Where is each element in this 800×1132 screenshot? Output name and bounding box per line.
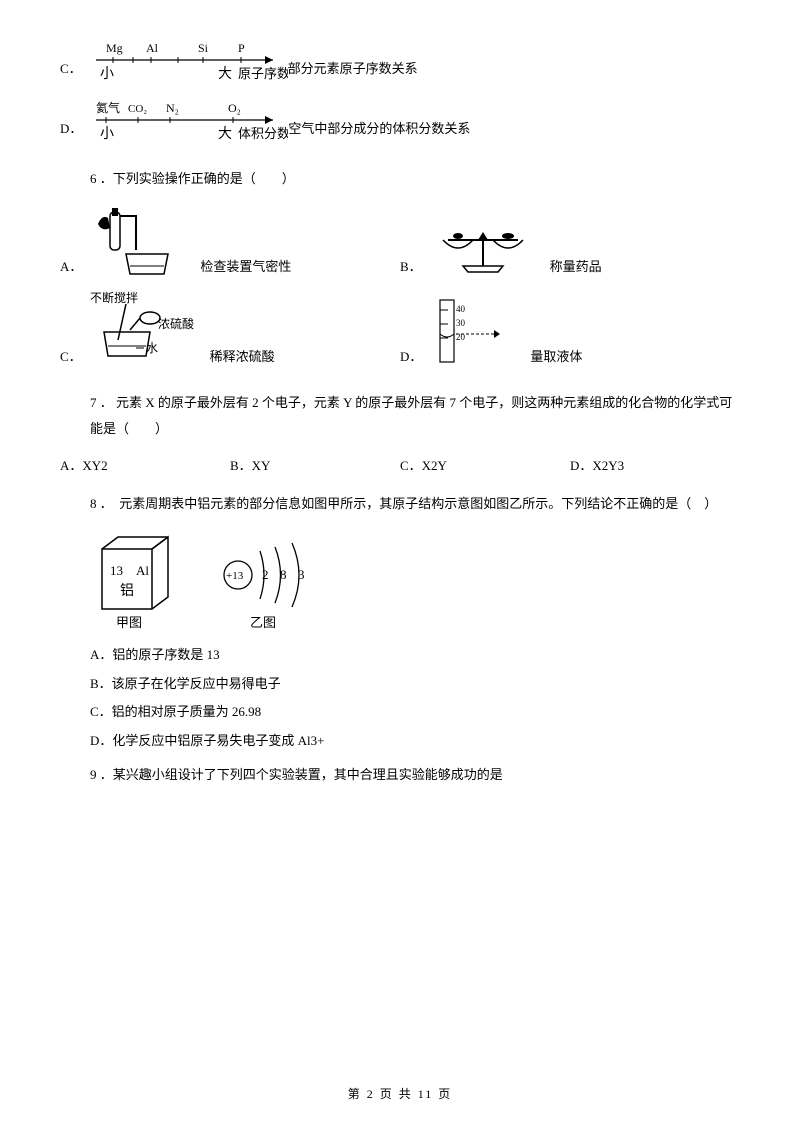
option-d-row: D． 氦气 CO₂ N₂ O₂ 小 大 体积分数 空气中部分成分的体积分数关系: [60, 100, 740, 148]
p-label: P: [238, 41, 245, 55]
q6-b: B． 称量药品: [400, 206, 740, 278]
svg-text:铝: 铝: [120, 583, 134, 599]
option-c-caption: 部分元素原子序数关系: [288, 59, 418, 88]
q6-b-prefix: B．: [400, 257, 422, 278]
co2-label: CO₂: [128, 103, 147, 115]
o2-label: O₂: [228, 101, 241, 115]
c-axis: 原子序数: [238, 66, 288, 81]
q6-text: 6 ．下列实验操作正确的是（ ）: [90, 166, 740, 192]
q6-d: D． 40 30 20 量取液体: [400, 290, 740, 368]
he-label: 氦气: [96, 100, 120, 115]
q9-text: 9 ．某兴趣小组设计了下列四个实验装置，其中合理且实验能够成功的是: [90, 762, 740, 788]
svg-text:Al: Al: [136, 563, 149, 578]
q6-c-prefix: C．: [60, 347, 82, 368]
q6-b-cap: 称量药品: [550, 257, 602, 278]
balance-icon: [428, 218, 538, 278]
q8-atom-fig: +13 2 8 3 乙图: [210, 531, 340, 631]
q7-c: C．X2Y: [400, 456, 570, 477]
q6-d-prefix: D．: [400, 347, 422, 368]
svg-text:40: 40: [456, 304, 466, 314]
mg-label: Mg: [106, 41, 123, 55]
q7-d: D．X2Y3: [570, 456, 740, 477]
q8-a: A．铝的原子序数是 13: [90, 645, 740, 666]
svg-text:2: 2: [262, 567, 269, 582]
option-d-diagram: 氦气 CO₂ N₂ O₂ 小 大 体积分数: [88, 100, 288, 148]
option-d-caption: 空气中部分成分的体积分数关系: [288, 119, 470, 148]
q8-b: B．该原子在化学反应中易得电子: [90, 674, 740, 695]
q8-d: D．化学反应中铝原子易失电子变成 Al3+: [90, 731, 740, 752]
svg-text:水: 水: [146, 341, 158, 355]
svg-text:3: 3: [298, 567, 305, 582]
q7-a: A．XY2: [60, 456, 230, 477]
airtight-icon: [88, 206, 188, 278]
c-left: 小: [100, 66, 114, 82]
option-c-row: C． Mg Al Si P 小 大 原子序数 部分元素原子序数关系: [60, 40, 740, 88]
footer-d: 11: [418, 1087, 434, 1101]
q7-text: 7 ． 元素 X 的原子最外层有 2 个电子，元素 Y 的原子最外层有 7 个电…: [90, 390, 740, 442]
footer-e: 页: [438, 1087, 452, 1101]
q8-figures: 13 Al 铝 甲图 +13 2 8 3 乙图: [90, 531, 740, 631]
dilute-icon: 不断搅拌 浓硫酸 水: [88, 290, 198, 368]
q7-b: B．XY: [230, 456, 400, 477]
d-left: 小: [100, 126, 114, 142]
svg-text:8: 8: [280, 567, 287, 582]
d-right: 大: [218, 126, 232, 142]
footer-c: 页 共: [380, 1087, 413, 1101]
svg-text:+13: +13: [226, 570, 244, 582]
c-right: 大: [218, 66, 232, 82]
page-footer: 第 2 页 共 11 页: [0, 1085, 800, 1102]
al-label: Al: [146, 41, 159, 55]
option-c-diagram: Mg Al Si P 小 大 原子序数: [88, 40, 288, 88]
q6-choices: A． 检查装置气密性 B．: [60, 206, 740, 380]
svg-text:13: 13: [110, 563, 123, 578]
q6-c-cap: 稀释浓硫酸: [210, 347, 275, 368]
q6-a-prefix: A．: [60, 257, 82, 278]
q6-a-cap: 检查装置气密性: [200, 257, 291, 278]
q6-d-cap: 量取液体: [530, 347, 582, 368]
svg-text:乙图: 乙图: [250, 615, 276, 630]
svg-text:30: 30: [456, 318, 466, 328]
q8-text: 8 ． 元素周期表中铝元素的部分信息如图甲所示，其原子结构示意图如图乙所示。下列…: [90, 491, 740, 517]
footer-a: 第: [348, 1087, 362, 1101]
option-d-prefix: D．: [60, 119, 82, 148]
si-label: Si: [198, 41, 209, 55]
svg-text:不断搅拌: 不断搅拌: [90, 290, 138, 305]
q8-c: C．铝的相对原子质量为 26.98: [90, 702, 740, 723]
d-axis: 体积分数: [238, 126, 288, 141]
svg-text:浓硫酸: 浓硫酸: [158, 316, 194, 331]
cylinder-icon: 40 30 20: [428, 296, 518, 368]
q6-c: C． 不断搅拌 浓硫酸 水 稀释浓硫酸: [60, 290, 400, 368]
q6-a: A． 检查装置气密性: [60, 206, 400, 278]
footer-b: 2: [367, 1087, 375, 1101]
q8-box-fig: 13 Al 铝 甲图: [90, 531, 180, 631]
q7-choices: A．XY2 B．XY C．X2Y D．X2Y3: [60, 456, 740, 477]
option-c-prefix: C．: [60, 59, 82, 88]
n2-label: N₂: [166, 101, 179, 115]
svg-text:甲图: 甲图: [116, 615, 142, 630]
